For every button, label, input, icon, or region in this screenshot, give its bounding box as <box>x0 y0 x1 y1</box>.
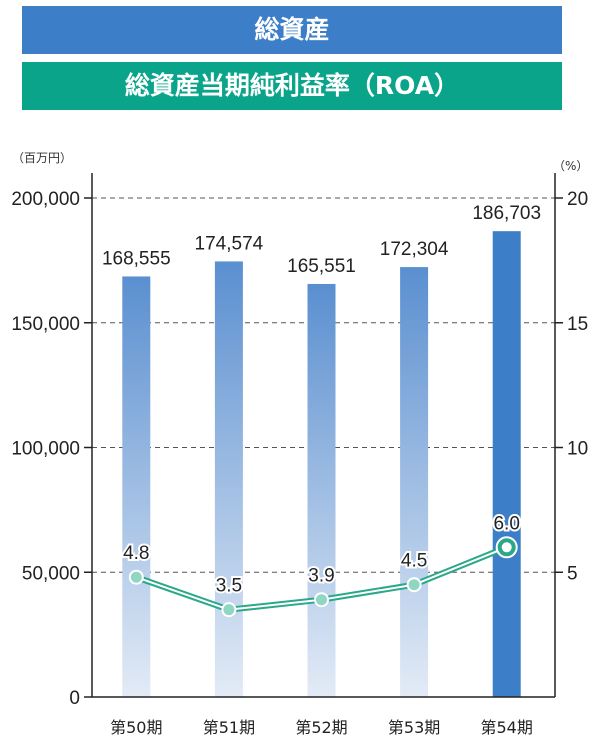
right-tick-label: 20 <box>567 189 588 210</box>
bar-series <box>122 231 521 697</box>
left-tick-label: 200,000 <box>11 189 80 210</box>
left-unit-label: （百万円） <box>12 151 72 165</box>
line-value-label: 3.5 <box>216 576 242 597</box>
bar-value-label: 165,551 <box>287 256 356 277</box>
title-banner: 総資産 <box>22 6 562 54</box>
right-tick-label: 10 <box>567 439 588 460</box>
right-tick-label: 15 <box>567 314 588 335</box>
category-label: 第53期 <box>388 718 440 737</box>
labels: 168,555 174,574 165,551 172,304 186,703 0 50,0… <box>11 151 588 737</box>
right-unit-label: （%） <box>553 159 588 173</box>
line-point <box>128 569 144 585</box>
line-point <box>406 577 422 593</box>
category-label: 第51期 <box>203 718 255 737</box>
category-label: 第52期 <box>295 718 347 737</box>
bar-value-label: 168,555 <box>102 248 171 269</box>
line-series <box>128 536 518 618</box>
left-tick-label: 100,000 <box>11 439 80 460</box>
line-value-label: 6.0 <box>493 513 519 534</box>
right-tick-label: 5 <box>567 563 578 584</box>
bar-value-label: 186,703 <box>472 203 541 224</box>
bar <box>492 231 521 697</box>
line-value-label: 4.5 <box>401 551 427 572</box>
category-label: 第54期 <box>481 718 533 737</box>
line-value-label: 3.9 <box>308 566 334 587</box>
bar-value-label: 172,304 <box>380 239 449 260</box>
category-label: 第50期 <box>110 718 162 737</box>
axes <box>84 173 563 698</box>
bar <box>214 261 243 697</box>
bar <box>122 276 151 697</box>
line-value-label: 4.8 <box>123 543 149 564</box>
line-point <box>314 592 329 608</box>
left-tick-label: 0 <box>69 688 80 709</box>
line-point <box>221 602 237 618</box>
bar <box>400 267 429 697</box>
line-point-center <box>501 542 512 553</box>
left-tick-label: 150,000 <box>11 314 80 335</box>
bar <box>307 283 336 697</box>
left-tick-label: 50,000 <box>22 563 80 584</box>
subtitle-banner: 総資産当期純利益率（ROA） <box>22 62 562 110</box>
bar-value-label: 174,574 <box>195 233 264 254</box>
